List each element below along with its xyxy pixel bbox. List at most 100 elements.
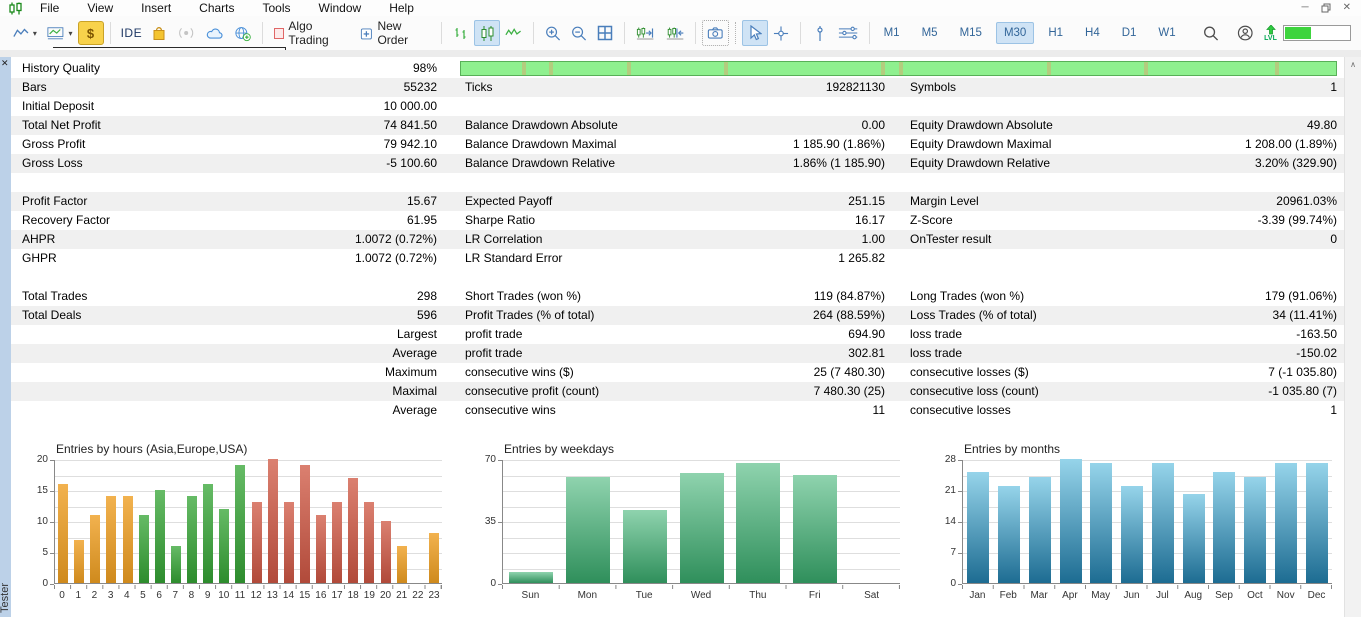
zoom-out-button[interactable] [566, 20, 592, 46]
bar-may [1090, 463, 1112, 583]
bar-slot [265, 460, 281, 583]
screenshot-button[interactable] [702, 20, 729, 46]
minimize-button[interactable]: ─ [1302, 3, 1309, 13]
stat-pair: OnTester result0 [896, 230, 1344, 249]
bar-17 [332, 502, 342, 583]
restore-button[interactable] [1321, 3, 1331, 13]
y-tick [50, 460, 54, 461]
separator [533, 22, 534, 44]
timeframe-m1[interactable]: M1 [876, 22, 908, 44]
stat-pair: consecutive loss (count)-1 035.80 (7) [896, 382, 1344, 401]
bar-3 [106, 496, 116, 583]
line-chart-mode-button[interactable] [500, 20, 527, 46]
entry-distribution-charts: Entries by hours (Asia,Europe,USA)051015… [11, 440, 1344, 610]
zoom-in-button[interactable] [540, 20, 566, 46]
bar-13 [268, 459, 278, 583]
menu-items: FileViewInsertChartsToolsWindowHelp [26, 0, 428, 16]
x-ticks [502, 585, 900, 589]
stat-label: GHPR [22, 249, 57, 268]
menu-file[interactable]: File [26, 0, 73, 16]
close-panel-icon[interactable]: ✕ [1, 58, 9, 69]
vps-button[interactable] [229, 20, 256, 46]
stat-label: Ticks [465, 78, 493, 97]
bar-16 [316, 515, 326, 583]
cursor-button[interactable] [742, 20, 768, 46]
timeframe-m5[interactable]: M5 [914, 22, 946, 44]
stat-value: 1.0072 (0.72%) [355, 249, 437, 268]
timeframe-h1[interactable]: H1 [1040, 22, 1071, 44]
indicator-window-dropdown[interactable]: ▾ [42, 20, 78, 46]
menu-charts[interactable]: Charts [185, 0, 248, 16]
market-watch-button[interactable]: $ [78, 21, 104, 45]
stat-value: 16.17 [855, 211, 885, 230]
mt5-logo-icon [6, 2, 26, 15]
stat-pair: consecutive losses1 [896, 401, 1344, 420]
algo-trading-button[interactable]: Algo Trading [269, 20, 355, 46]
timeframe-d1[interactable]: D1 [1114, 22, 1145, 44]
stat-pair: Recovery Factor61.95 [11, 211, 448, 230]
stat-value: 264 (88.59%) [813, 306, 885, 325]
bar-slot [216, 460, 232, 583]
stats-row: Total Deals596Profit Trades (% of total)… [11, 306, 1344, 325]
search-button[interactable] [1198, 20, 1224, 46]
tester-panel-label: Tester [0, 583, 11, 613]
bar-slot [503, 460, 560, 583]
timeframe-h4[interactable]: H4 [1077, 22, 1108, 44]
cloud-button[interactable] [201, 20, 229, 46]
bar-slot [297, 460, 313, 583]
timeframe-m15[interactable]: M15 [952, 22, 990, 44]
x-tick-label: 7 [167, 590, 183, 601]
market-store-button[interactable] [146, 20, 172, 46]
candlestick-chart-mode-button[interactable] [474, 20, 500, 46]
levels-tool-button[interactable] [833, 20, 863, 46]
menu-insert[interactable]: Insert [127, 0, 185, 16]
separator [800, 22, 801, 44]
scroll-up-button[interactable]: ∧ [1345, 57, 1361, 73]
signals-button[interactable] [172, 20, 200, 46]
ide-label: IDE [121, 26, 143, 40]
timeframe-m30[interactable]: M30 [996, 22, 1034, 44]
stat-label: Equity Drawdown Maximal [910, 135, 1051, 154]
bar-slot [168, 460, 184, 583]
level-indicator[interactable]: LVL [1264, 25, 1277, 42]
bar-slot [329, 460, 345, 583]
stat-value: 98% [413, 59, 437, 78]
y-tick [958, 553, 962, 554]
close-button[interactable]: ✕ [1343, 3, 1351, 13]
vertical-scrollbar[interactable]: ∧ [1344, 57, 1361, 617]
menu-help[interactable]: Help [375, 0, 428, 16]
bar-9 [203, 484, 213, 583]
menu-tools[interactable]: Tools [249, 0, 305, 16]
vertical-line-tool-button[interactable] [807, 20, 833, 46]
bar-chart-mode-button[interactable] [448, 20, 474, 46]
shift-chart-begin-button[interactable] [660, 20, 689, 46]
timeframe-w1[interactable]: W1 [1150, 22, 1183, 44]
separator [262, 22, 263, 44]
globe-add-icon [234, 25, 251, 42]
stat-label: LR Standard Error [465, 249, 562, 268]
tile-windows-button[interactable] [592, 20, 618, 46]
bar-mar [1029, 477, 1051, 583]
stat-pair: Equity Drawdown Relative3.20% (329.90) [896, 154, 1344, 173]
zoom-in-icon [545, 25, 561, 42]
bar-slot [136, 460, 152, 583]
menu-window[interactable]: Window [305, 0, 376, 16]
stat-value: 0.00 [862, 116, 885, 135]
stat-pair: Short Trades (won %)119 (84.87%) [448, 287, 896, 306]
menu-view[interactable]: View [73, 0, 127, 16]
x-tick-label: 19 [361, 590, 377, 601]
shift-end-icon [636, 26, 655, 41]
indicator-chart-icon [47, 26, 65, 41]
bar-slot [55, 460, 71, 583]
new-order-button[interactable]: New Order [355, 20, 436, 46]
chart-window-dropdown[interactable]: ▾ [8, 20, 42, 46]
stat-pair: Maximal [11, 382, 448, 401]
chevron-down-icon: ▾ [33, 29, 37, 38]
stat-value: 55232 [404, 78, 437, 97]
bar-0 [58, 484, 68, 583]
shift-chart-end-button[interactable] [631, 20, 660, 46]
crosshair-button[interactable] [768, 20, 794, 46]
bar-slot [1271, 460, 1302, 583]
account-button[interactable] [1232, 20, 1259, 46]
ide-button[interactable]: IDE [116, 20, 146, 46]
